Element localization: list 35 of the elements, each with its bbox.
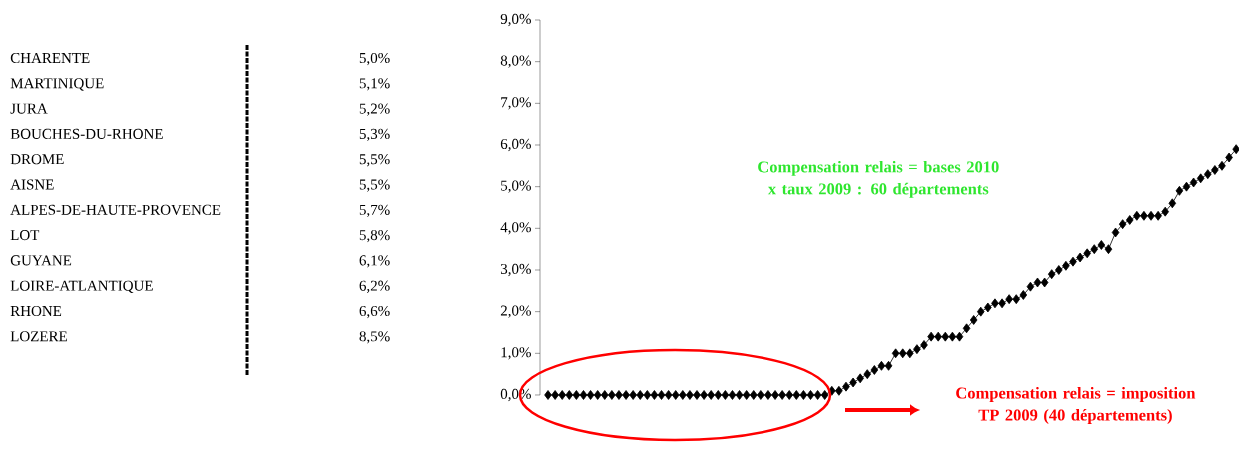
text: 5,5% — [359, 179, 390, 192]
y-tick-label: 8,0% — [500, 55, 531, 68]
y-tick-label: 5,0% — [501, 180, 531, 193]
annotation: Compensation relais = bases 2010 x taux 2009 : 60 départements — [758, 160, 999, 198]
category-label: CHARENTE — [10, 52, 90, 64]
text: 5,0% — [359, 52, 390, 66]
text: 5,7% — [359, 204, 390, 217]
text: 5,5% — [359, 154, 390, 167]
category-label: LOIRE-ATLANTIQUE — [10, 280, 153, 294]
category-label: JURA — [10, 103, 48, 114]
annotation: Compensation relais = imposition TP 2009 (40 départements) — [956, 387, 1196, 424]
text: 6,1% — [359, 255, 390, 268]
y-tick-label: 1,0% — [501, 347, 531, 360]
category-label: BOUCHES-DU-RHONE — [10, 128, 163, 139]
y-tick-label: 2,0% — [500, 305, 531, 318]
category-label: LOZERE — [10, 331, 67, 342]
y-tick-label: 4,0% — [500, 222, 531, 235]
text: 5,1% — [359, 78, 390, 91]
text: 6,2% — [359, 280, 390, 293]
category-label: ALPES-DE-HAUTE-PROVENCE — [10, 204, 221, 215]
category-label: GUYANE — [10, 255, 72, 266]
text: 5,2% — [359, 103, 390, 116]
text: 5,3% — [359, 128, 390, 142]
category-label: RHONE — [10, 305, 62, 317]
category-label: LOT — [10, 230, 40, 241]
category-label: AISNE — [10, 179, 54, 190]
y-tick-label: 7,0% — [501, 97, 531, 110]
y-tick-label: 9,0% — [500, 13, 531, 27]
text: 5,8% — [359, 230, 390, 243]
text: 8,5% — [359, 331, 390, 344]
y-tick-label: 6,0% — [500, 138, 531, 152]
y-tick-label: 3,0% — [500, 263, 531, 277]
category-label: MARTINIQUE — [10, 78, 104, 91]
text: 6,6% — [359, 305, 390, 319]
category-label: DROME — [10, 154, 64, 165]
